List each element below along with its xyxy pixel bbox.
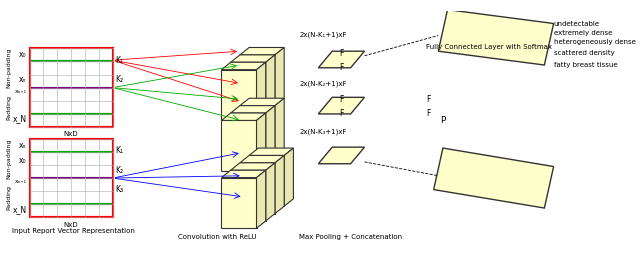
Polygon shape bbox=[257, 170, 266, 228]
Polygon shape bbox=[230, 55, 275, 62]
Polygon shape bbox=[266, 163, 275, 221]
Polygon shape bbox=[266, 106, 275, 164]
Polygon shape bbox=[240, 98, 284, 106]
Text: K₂: K₂ bbox=[115, 75, 124, 84]
Text: F: F bbox=[426, 95, 431, 104]
Polygon shape bbox=[318, 97, 364, 114]
Polygon shape bbox=[221, 170, 266, 178]
Text: scattered density: scattered density bbox=[554, 50, 614, 56]
Polygon shape bbox=[249, 148, 293, 155]
Text: Input Report Vector Representation: Input Report Vector Representation bbox=[12, 228, 135, 234]
Text: F: F bbox=[340, 109, 344, 118]
Polygon shape bbox=[284, 148, 293, 206]
Text: Non-padding: Non-padding bbox=[7, 138, 12, 179]
Text: K₂: K₂ bbox=[115, 166, 124, 175]
Polygon shape bbox=[230, 62, 266, 113]
Polygon shape bbox=[221, 113, 266, 120]
Polygon shape bbox=[240, 106, 275, 156]
Polygon shape bbox=[434, 148, 554, 208]
Text: Max Pooling + Concatenation: Max Pooling + Concatenation bbox=[299, 234, 402, 240]
Text: K₁: K₁ bbox=[115, 146, 124, 155]
Text: x_N: x_N bbox=[13, 205, 27, 214]
Text: xₙ: xₙ bbox=[19, 75, 27, 84]
Text: Padding: Padding bbox=[7, 185, 12, 210]
Text: x_N: x_N bbox=[13, 115, 27, 124]
Text: 2x(N-K₃+1)xF: 2x(N-K₃+1)xF bbox=[299, 128, 347, 135]
Polygon shape bbox=[240, 55, 275, 106]
Polygon shape bbox=[438, 10, 554, 65]
Text: Non-padding: Non-padding bbox=[7, 48, 12, 88]
Text: xₙ₊₁: xₙ₊₁ bbox=[15, 179, 27, 184]
Polygon shape bbox=[240, 163, 275, 214]
Text: 2x(N-K₁+1)xF: 2x(N-K₁+1)xF bbox=[299, 31, 347, 38]
Polygon shape bbox=[230, 113, 266, 164]
Text: xₙ₊₁: xₙ₊₁ bbox=[15, 89, 27, 94]
Text: F: F bbox=[426, 109, 431, 118]
Text: heterogeneously dense: heterogeneously dense bbox=[554, 39, 636, 45]
Text: P: P bbox=[440, 116, 445, 125]
Text: Fully Connected Layer with Softmax: Fully Connected Layer with Softmax bbox=[426, 44, 552, 50]
Polygon shape bbox=[230, 170, 266, 221]
Text: fatty breast tissue: fatty breast tissue bbox=[554, 62, 617, 68]
Polygon shape bbox=[221, 62, 266, 70]
Text: NxD: NxD bbox=[64, 222, 78, 228]
Polygon shape bbox=[275, 47, 284, 106]
Polygon shape bbox=[240, 155, 284, 163]
Polygon shape bbox=[230, 106, 275, 113]
Polygon shape bbox=[221, 70, 257, 120]
Polygon shape bbox=[318, 147, 364, 164]
Polygon shape bbox=[249, 155, 284, 206]
Text: Padding: Padding bbox=[7, 95, 12, 120]
Text: undetectable: undetectable bbox=[554, 21, 600, 27]
Text: Convolution with ReLU: Convolution with ReLU bbox=[177, 234, 256, 240]
Polygon shape bbox=[257, 113, 266, 171]
Text: x₀: x₀ bbox=[19, 50, 27, 59]
Text: K₁: K₁ bbox=[115, 56, 124, 65]
Polygon shape bbox=[266, 55, 275, 113]
Text: F: F bbox=[340, 95, 344, 104]
Polygon shape bbox=[240, 47, 284, 55]
Polygon shape bbox=[257, 62, 266, 120]
Polygon shape bbox=[318, 51, 364, 68]
Polygon shape bbox=[275, 155, 284, 214]
Text: extremely dense: extremely dense bbox=[554, 30, 612, 36]
Polygon shape bbox=[230, 163, 275, 170]
Text: F: F bbox=[340, 63, 344, 72]
Text: xₙ: xₙ bbox=[19, 141, 27, 150]
Polygon shape bbox=[221, 120, 257, 171]
Text: NxD: NxD bbox=[64, 132, 78, 138]
Polygon shape bbox=[275, 98, 284, 156]
Text: 2x(N-K₂+1)xF: 2x(N-K₂+1)xF bbox=[299, 80, 347, 87]
Polygon shape bbox=[221, 178, 257, 228]
Text: x₀: x₀ bbox=[19, 156, 27, 165]
Text: F: F bbox=[340, 48, 344, 58]
Text: K₃: K₃ bbox=[115, 185, 124, 194]
